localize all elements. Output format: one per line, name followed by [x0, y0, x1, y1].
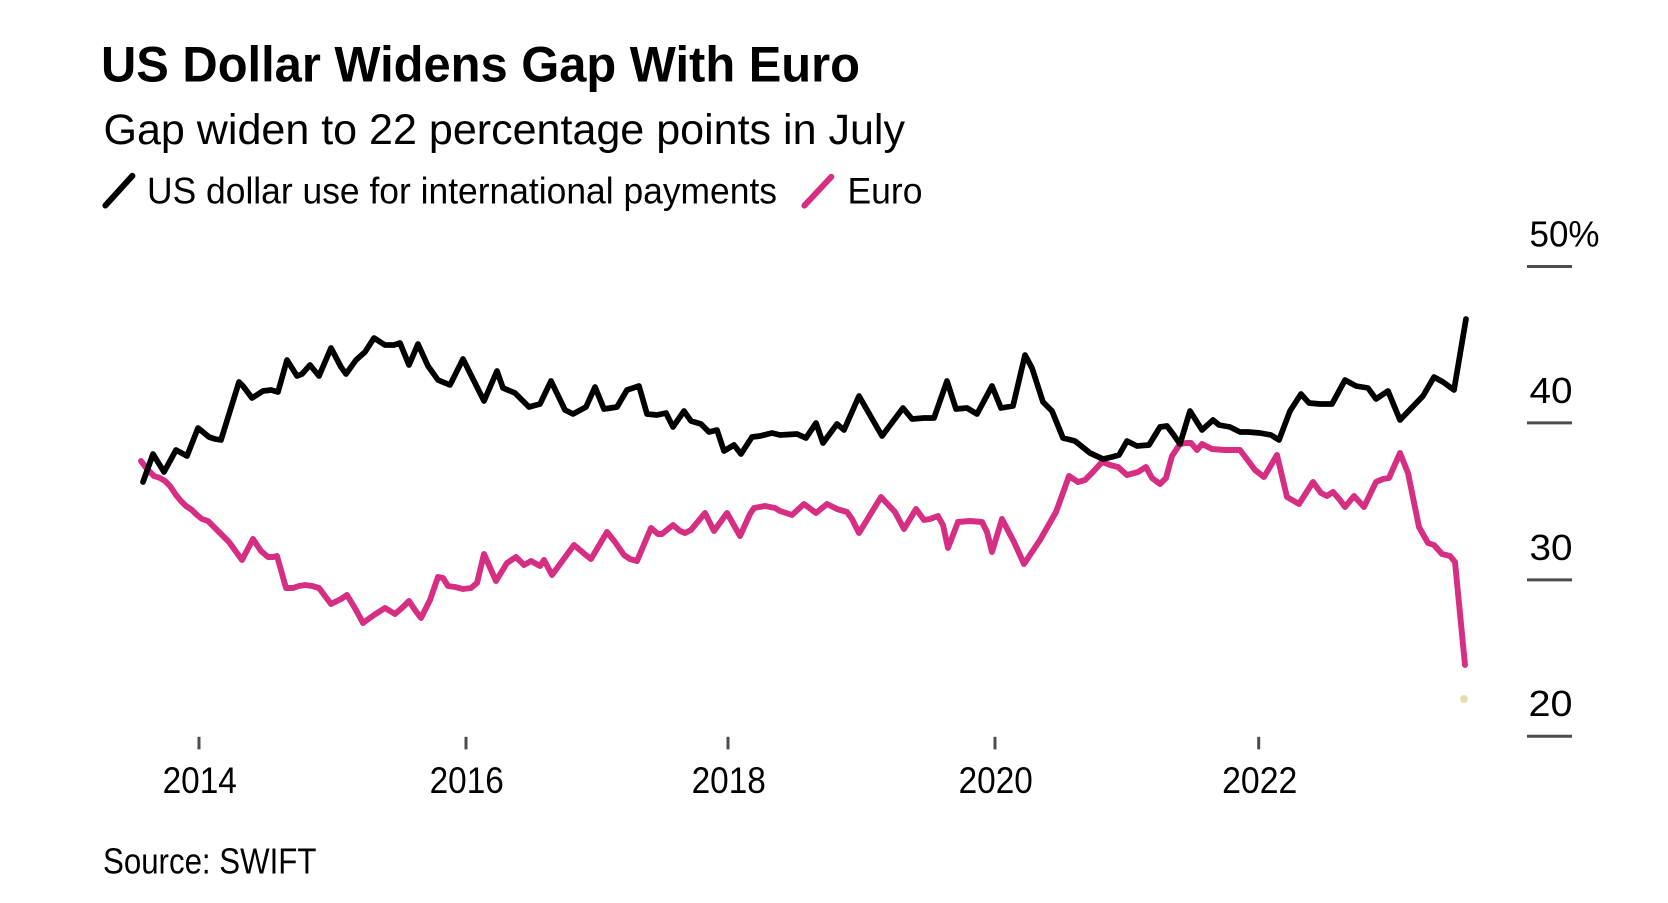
svg-text:20: 20	[1529, 683, 1573, 724]
svg-text:2022: 2022	[1222, 760, 1297, 801]
svg-text:50%: 50%	[1530, 214, 1600, 255]
svg-text:30: 30	[1530, 527, 1573, 568]
svg-text:2016: 2016	[430, 760, 504, 801]
svg-text:2014: 2014	[163, 760, 237, 801]
svg-text:Source: SWIFT: Source: SWIFT	[103, 841, 316, 882]
svg-text:Euro: Euro	[848, 170, 923, 212]
svg-text:40: 40	[1530, 370, 1573, 411]
svg-text:US Dollar Widens Gap With Euro: US Dollar Widens Gap With Euro	[101, 37, 860, 93]
svg-text:US dollar use for internationa: US dollar use for international payments	[147, 170, 777, 212]
svg-text:2018: 2018	[692, 760, 766, 801]
svg-text:Gap widen to 22 percentage poi: Gap widen to 22 percentage points in Jul…	[104, 106, 906, 154]
svg-text:2020: 2020	[959, 760, 1033, 801]
